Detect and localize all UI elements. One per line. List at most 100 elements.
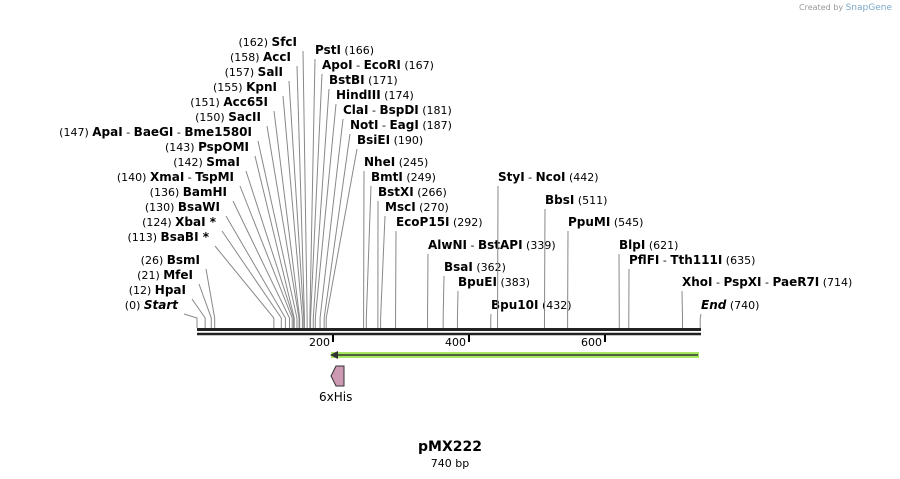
site-position: (157) — [225, 66, 258, 79]
enzyme-name: PpuMI — [568, 215, 610, 229]
ruler-tick-label: 200 — [309, 336, 330, 349]
site-position: (0) — [125, 299, 144, 312]
enzyme-name: BsaWI — [178, 200, 220, 214]
site-label-bsmi[interactable]: (26) BsmI — [141, 253, 200, 267]
feature-label-6xhis[interactable]: 6xHis — [319, 390, 353, 404]
site-label-bmti[interactable]: BmtI (249) — [371, 170, 436, 184]
site-position: (432) — [538, 299, 571, 312]
enzyme-name: EcoP15I — [396, 215, 450, 229]
name-separator: - — [467, 239, 478, 252]
site-label-hindiii[interactable]: HindIII (174) — [336, 88, 414, 102]
site-label-pspomi[interactable]: (143) PspOMI — [165, 140, 249, 154]
enzyme-name: EcoRI — [364, 58, 401, 72]
site-position: (162) — [238, 36, 271, 49]
enzyme-name: SfcI — [272, 35, 297, 49]
ruler-tick-label: 400 — [445, 336, 466, 349]
feature-6xhis-arrow[interactable] — [330, 365, 345, 387]
site-label-bsai[interactable]: BsaI (362) — [444, 260, 506, 274]
site-label-hpai[interactable]: (12) HpaI — [129, 283, 186, 297]
site-label-mfei[interactable]: (21) MfeI — [137, 268, 193, 282]
site-label-bbsi[interactable]: BbsI (511) — [545, 193, 607, 207]
site-label-alwni[interactable]: AlwNI - BstAPI (339) — [428, 238, 556, 252]
site-position: (142) — [173, 156, 206, 169]
enzyme-name: BsmI — [167, 253, 200, 267]
enzyme-name: KpnI — [246, 80, 277, 94]
site-label-xmai[interactable]: (140) XmaI - TspMI — [117, 170, 234, 184]
site-leader-line — [380, 215, 386, 328]
site-label-styi[interactable]: StyI - NcoI (442) — [498, 170, 599, 184]
site-label-bpuei[interactable]: BpuEI (383) — [458, 275, 530, 289]
site-label-bpu10i[interactable]: Bpu10I (432) — [491, 298, 572, 312]
site-position: (292) — [450, 216, 483, 229]
site-label-end[interactable]: End (740) — [701, 298, 759, 312]
enzyme-name: SacII — [228, 110, 261, 124]
enzyme-name: HpaI — [155, 283, 186, 297]
site-label-bsabi[interactable]: (113) BsaBI * — [127, 230, 209, 244]
enzyme-name: ClaI — [343, 103, 368, 117]
site-position: (740) — [726, 299, 759, 312]
site-label-xhoi[interactable]: XhoI - PspXI - PaeR7I (714) — [682, 275, 852, 289]
enzyme-name: Tth111I — [670, 253, 722, 267]
enzyme-name: NotI — [350, 118, 379, 132]
site-leader-line — [214, 245, 275, 328]
site-leader-line — [319, 118, 344, 328]
site-position: (245) — [395, 156, 428, 169]
site-label-sali[interactable]: (157) SalI — [225, 65, 283, 79]
enzyme-name: BstAPI — [478, 238, 523, 252]
site-position: (383) — [497, 276, 530, 289]
enzyme-name: EagI — [389, 118, 418, 132]
name-separator: - — [353, 59, 364, 72]
site-label-smai[interactable]: (142) SmaI — [173, 155, 240, 169]
site-label-bstbi[interactable]: BstBI (171) — [329, 73, 398, 87]
site-position: (12) — [129, 284, 155, 297]
site-label-ecop15i[interactable]: EcoP15I (292) — [396, 215, 483, 229]
site-position: (158) — [230, 51, 263, 64]
site-label-blpi[interactable]: BlpI (621) — [619, 238, 678, 252]
enzyme-name: BsiEI — [357, 133, 390, 147]
site-label-sfci[interactable]: (162) SfcI — [238, 35, 297, 49]
enzyme-name: Bpu10I — [491, 298, 538, 312]
site-label-clai[interactable]: ClaI - BspDI (181) — [343, 103, 452, 117]
site-position: (511) — [574, 194, 607, 207]
site-label-ppumi[interactable]: PpuMI (545) — [568, 215, 643, 229]
site-label-noti[interactable]: NotI - EagI (187) — [350, 118, 452, 132]
site-leader-line — [442, 275, 445, 328]
snapgene-logo-text: SnapGene — [845, 3, 892, 13]
site-leader-line — [325, 148, 358, 328]
site-position: (151) — [190, 96, 223, 109]
site-label-bsiei[interactable]: BsiEI (190) — [357, 133, 423, 147]
site-position: (174) — [381, 89, 414, 102]
name-separator: - — [123, 126, 134, 139]
site-label-bsawi[interactable]: (130) BsaWI — [145, 200, 220, 214]
enzyme-name: PaeR7I — [773, 275, 820, 289]
site-label-xbai[interactable]: (124) XbaI * — [142, 215, 217, 229]
site-position: (130) — [145, 201, 178, 214]
enzyme-name: Start — [144, 298, 179, 312]
ruler-tick-label: 600 — [581, 336, 602, 349]
site-label-msci[interactable]: MscI (270) — [385, 200, 449, 214]
site-label-apai[interactable]: (147) ApaI - BaeGI - Bme1580I — [59, 125, 252, 139]
site-label-start[interactable]: (0) Start — [125, 298, 179, 312]
snapgene-credit: Created by SnapGene — [799, 3, 892, 13]
enzyme-name: MfeI — [163, 268, 193, 282]
site-position: (270) — [416, 201, 449, 214]
plasmid-name: pMX222 — [418, 439, 482, 455]
site-label-pflfi[interactable]: PflFI - Tth111I (635) — [629, 253, 755, 267]
orf-arrow-head-icon — [330, 351, 338, 359]
site-label-acci[interactable]: (158) AccI — [230, 50, 291, 64]
site-label-acc65i[interactable]: (151) Acc65I — [190, 95, 268, 109]
site-label-kpni[interactable]: (155) KpnI — [213, 80, 277, 94]
site-label-bstxi[interactable]: BstXI (266) — [378, 185, 447, 199]
site-label-nhei[interactable]: NheI (245) — [364, 155, 428, 169]
site-label-sacii[interactable]: (150) SacII — [195, 110, 261, 124]
site-position: (171) — [365, 74, 398, 87]
site-leader-line — [225, 215, 286, 328]
site-label-bamhi[interactable]: (136) BamHI — [150, 185, 227, 199]
site-label-psti[interactable]: PstI (166) — [315, 43, 374, 57]
site-position: (266) — [414, 186, 447, 199]
name-separator: - — [762, 276, 773, 289]
site-leader-line — [296, 65, 305, 328]
site-position: (26) — [141, 254, 167, 267]
site-label-apoi[interactable]: ApoI - EcoRI (167) — [322, 58, 434, 72]
enzyme-name: AccI — [263, 50, 291, 64]
